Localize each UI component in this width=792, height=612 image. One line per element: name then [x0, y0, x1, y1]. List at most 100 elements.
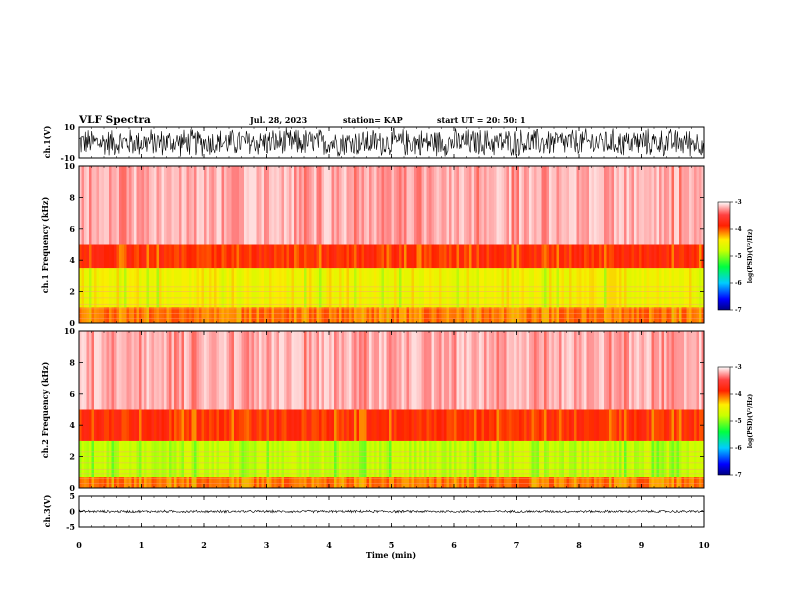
- ch2-spectrogram-column: [184, 331, 187, 410]
- ch2-spectrogram-column: [161, 440, 164, 477]
- ch1-spectrogram-column: [136, 307, 139, 323]
- ch2-spectrogram-column: [124, 477, 127, 488]
- ch1-spectrogram-column: [366, 166, 369, 245]
- ch1-spectrogram-column: [521, 268, 524, 308]
- ch1-spectrogram-column: [109, 268, 112, 308]
- ch1-spectrogram-column: [411, 244, 414, 269]
- ch2-spectrogram-column: [649, 409, 652, 441]
- ch1-spectrogram-column: [391, 268, 394, 308]
- ch1-spectrogram-column: [606, 268, 609, 308]
- ch2-spectrogram-column: [139, 477, 142, 488]
- ch1-spectrogram-column: [456, 166, 459, 245]
- ch1-spectrogram-column: [636, 307, 639, 323]
- ch1-spectrogram-column: [371, 244, 374, 269]
- ch2-spectrogram-column: [441, 440, 444, 477]
- ch2-spectrogram-column: [684, 331, 687, 410]
- ch1-spectrogram-column: [659, 244, 662, 269]
- ch2-spectrogram-column: [356, 477, 359, 488]
- ch1-spectrogram-column: [384, 268, 387, 308]
- ch1-spectrogram-column: [161, 166, 164, 245]
- ch2-spectrogram-column: [406, 409, 409, 441]
- ch2-spectrogram-column: [156, 477, 159, 488]
- ch1-spectrogram-column: [149, 166, 152, 245]
- ch2-spectrogram-column: [491, 409, 494, 441]
- ch2-spectrogram-column: [374, 477, 377, 488]
- ch1-spectrogram-column: [191, 244, 194, 269]
- ch1-spectrogram-column: [154, 307, 157, 323]
- ch1-spectrogram-column: [169, 166, 172, 245]
- ch2-spectrogram-column: [146, 409, 149, 441]
- ch1-spectrogram-column: [311, 244, 314, 269]
- ch1-spectrogram-column: [91, 268, 94, 308]
- ch1-spectrogram-column: [569, 307, 572, 323]
- ch1-spectrogram-column: [449, 307, 452, 323]
- ch2-spectrogram-column: [126, 477, 129, 488]
- ch1-spectrogram-column: [411, 268, 414, 308]
- ch1-spectrogram-column: [519, 166, 522, 245]
- ch1-spectrogram-column: [301, 244, 304, 269]
- ch1-spectrogram-column: [656, 244, 659, 269]
- ch1-spectrogram-column: [541, 268, 544, 308]
- ch2-spectrogram-column: [644, 440, 647, 477]
- ch1-spectrogram-column: [546, 244, 549, 269]
- ch2-spectrogram-column: [221, 477, 224, 488]
- ch1-spectrogram-column: [481, 268, 484, 308]
- ch1-spectrogram-column: [419, 268, 422, 308]
- ch1-spectrogram-column: [419, 307, 422, 323]
- ch2-spectrogram-column: [169, 477, 172, 488]
- ch2-spectrogram-column: [656, 409, 659, 441]
- ch2-spectrogram-column: [329, 409, 332, 441]
- ch1-spectrogram-column: [671, 166, 674, 245]
- ch1-spectrogram-column: [334, 166, 337, 245]
- ch2-spectrogram-column: [596, 409, 599, 441]
- ch1-spectrogram-column: [221, 166, 224, 245]
- ch1-spectrogram-column: [259, 307, 262, 323]
- ch2-spectrogram-column: [684, 409, 687, 441]
- ch2-spectrogram-column: [214, 440, 217, 477]
- ch2-spectrogram-column: [256, 440, 259, 477]
- ch2-spectrogram-column: [624, 331, 627, 410]
- ch1-spectrogram-column: [571, 268, 574, 308]
- ch2-spectrogram-column: [284, 331, 287, 410]
- ch2-spectrogram-column: [574, 331, 577, 410]
- ch1-spectrogram-column: [146, 307, 149, 323]
- ch1-spectrogram-column: [259, 244, 262, 269]
- ch2-spectrogram-column: [381, 331, 384, 410]
- ch1-spectrogram-column: [599, 244, 602, 269]
- ch1-spectrogram-column: [526, 307, 529, 323]
- ch2-spectrogram-column: [351, 409, 354, 441]
- ch2-spectrogram-column: [99, 409, 102, 441]
- ch1-spectrogram-column: [84, 166, 87, 245]
- ch2-spectrogram-column: [689, 477, 692, 488]
- ch2-spectrogram-column: [371, 409, 374, 441]
- ch2-spectrogram-column: [534, 477, 537, 488]
- ch2-spectrogram-column: [121, 331, 124, 410]
- xtick-label: 8: [576, 540, 582, 550]
- ch2-spectrogram-column: [426, 440, 429, 477]
- ch2-spectrogram-column: [159, 409, 162, 441]
- ch1-spectrogram-column: [119, 268, 122, 308]
- ch2-spectrogram-column: [279, 409, 282, 441]
- ch2-spectrogram-column: [521, 440, 524, 477]
- ch1-spectrogram-column: [124, 268, 127, 308]
- ch1-spectrogram-column: [264, 166, 267, 245]
- ch2-spectrogram-column: [104, 331, 107, 410]
- ch2-spectrogram-column: [434, 477, 437, 488]
- ch1-spectrogram-column: [116, 307, 119, 323]
- ch1-spectrogram-column: [214, 268, 217, 308]
- ch1-spectrogram-column: [464, 244, 467, 269]
- ch1-spectrogram-column: [541, 244, 544, 269]
- ch1-spectrogram-column: [244, 307, 247, 323]
- ch2-spectrogram-column: [629, 409, 632, 441]
- ch2-spectrogram-column: [369, 477, 372, 488]
- ch2-spectrogram-column: [369, 331, 372, 410]
- ch2-spectrogram-column: [624, 440, 627, 477]
- ch2-spectrogram-column: [401, 440, 404, 477]
- ch2-spectrogram-column: [279, 477, 282, 488]
- ch2-spectrogram-column: [606, 409, 609, 441]
- ch2-spectrogram-column: [201, 477, 204, 488]
- ch1-spectrogram-column: [539, 307, 542, 323]
- ch1-spectrogram-column: [256, 268, 259, 308]
- ch2-spectrogram-column: [279, 440, 282, 477]
- ch2-spectrogram-column: [624, 477, 627, 488]
